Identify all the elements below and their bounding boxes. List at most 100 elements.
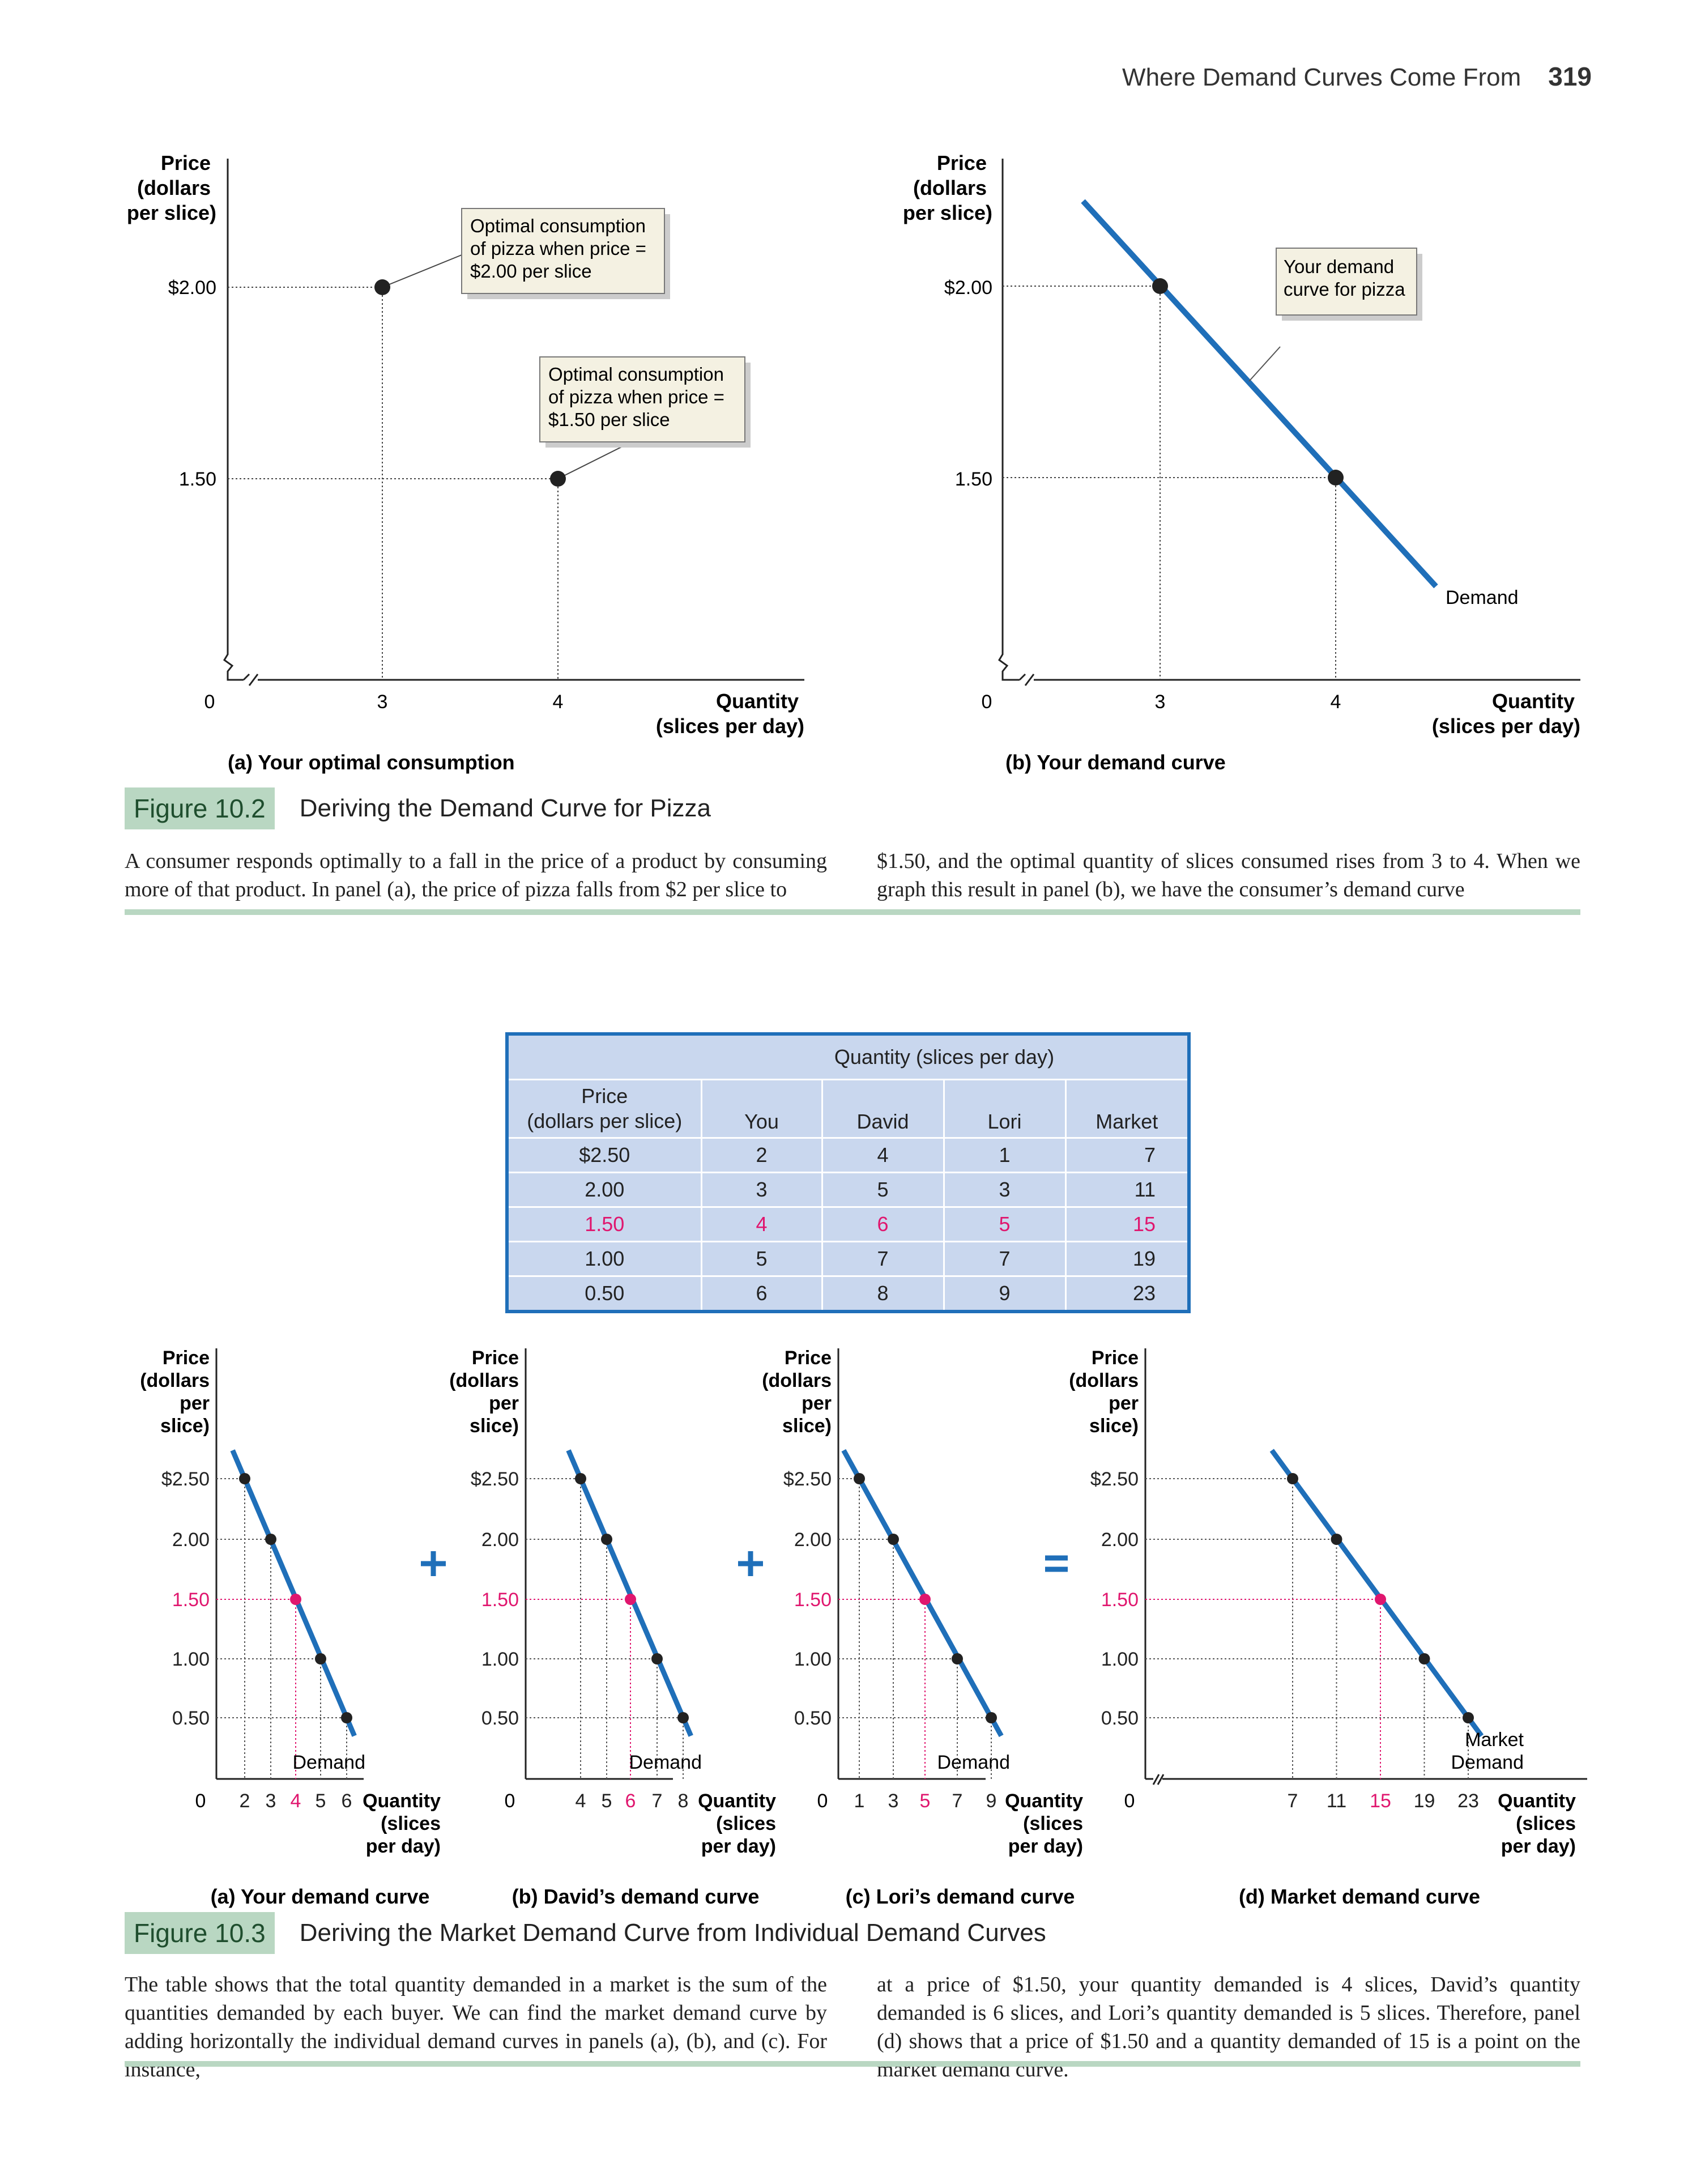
x-tick: 9 [986, 1790, 997, 1812]
data-point [677, 1712, 689, 1723]
table-row: $2.50 2 4 1 7 [507, 1137, 1189, 1173]
x-tick: 4 [576, 1790, 586, 1812]
divider [125, 909, 1580, 915]
x-tick: 0 [982, 691, 992, 713]
data-point [290, 1594, 301, 1605]
x-axis-label: (slices [716, 1813, 776, 1834]
y-axis-label: Price [1092, 1347, 1139, 1369]
y-tick: 1.50 [955, 469, 992, 490]
y-tick: 2.00 [481, 1529, 519, 1551]
x-tick: 3 [888, 1790, 899, 1812]
curve-label: Demand [292, 1752, 365, 1773]
y-axis-label: (dollars [449, 1370, 519, 1391]
figure-title: Deriving the Demand Curve for Pizza [299, 794, 711, 822]
y-tick: $2.00 [944, 277, 992, 299]
x-tick: 11 [1327, 1790, 1346, 1812]
data-point [601, 1534, 612, 1545]
y-axis-label: Price (dollars per slice) [127, 151, 216, 224]
callout-box [461, 208, 665, 294]
panel-caption: (c) Lori’s demand curve [846, 1885, 1075, 1908]
page-number: 319 [1548, 62, 1592, 91]
col-header: David [821, 1079, 944, 1138]
curve-label: Demand [629, 1752, 702, 1773]
x-tick: 4 [1331, 691, 1341, 713]
x-tick: 6 [342, 1790, 352, 1812]
y-tick: 0.50 [794, 1708, 832, 1729]
data-point [315, 1653, 326, 1664]
x-axis-label: Quantity [698, 1790, 776, 1812]
y-axis-label: (dollars [762, 1370, 832, 1391]
col-header: You [700, 1079, 822, 1138]
data-point [239, 1473, 250, 1484]
x-tick: 6 [625, 1790, 636, 1812]
x-tick: 4 [553, 691, 564, 713]
callout-text: Optimal consumption of pizza when price … [548, 364, 730, 430]
y-axis-label: slice) [782, 1415, 832, 1437]
x-axis [998, 646, 1580, 686]
demand-curve [841, 1449, 1004, 1738]
demand-curve [230, 1449, 357, 1737]
data-point [1463, 1712, 1474, 1723]
figure-10-2-text-left: A consumer responds optimally to a fall … [125, 849, 827, 901]
y-tick: 1.50 [179, 469, 216, 490]
y-tick: 1.50 [481, 1589, 519, 1611]
x-tick: 0 [204, 691, 215, 713]
data-point [986, 1712, 997, 1723]
header-title: Where Demand Curves Come From [1122, 63, 1521, 91]
figure-10-2-panel-a: Price (dollars per slice) $2.00 1.50 0 3… [0, 147, 838, 787]
x-axis-label: (slices [1516, 1813, 1576, 1834]
x-tick: 7 [652, 1790, 663, 1812]
demand-curve [1269, 1449, 1484, 1738]
y-axis-label: (dollars [1069, 1370, 1139, 1391]
y-axis-label: Price [785, 1347, 832, 1369]
panel-caption: (d) Market demand curve [1239, 1885, 1480, 1908]
x-tick: 3 [266, 1790, 276, 1812]
running-header: Where Demand Curves Come From 319 [1122, 61, 1592, 92]
figure-title: Deriving the Market Demand Curve from In… [299, 1919, 1046, 1947]
data-point [341, 1712, 352, 1723]
x-tick: 0 [1124, 1790, 1135, 1812]
data-point [1418, 1653, 1430, 1664]
data-point [374, 279, 390, 295]
y-axis-label: per [489, 1393, 519, 1414]
y-tick: 0.50 [481, 1708, 519, 1729]
y-tick: 2.00 [172, 1529, 210, 1551]
y-tick: $2.50 [161, 1468, 210, 1490]
curve-label: Demand [1451, 1752, 1524, 1773]
col-header: Market [1064, 1079, 1189, 1138]
x-tick: 19 [1414, 1790, 1435, 1812]
x-axis-label: Quantity [1005, 1790, 1083, 1812]
x-tick: 0 [505, 1790, 515, 1812]
callout-box [1276, 248, 1417, 316]
demand-curve [1081, 199, 1438, 589]
data-point [265, 1534, 276, 1545]
callout-box [539, 356, 745, 442]
y-tick: $2.50 [471, 1468, 519, 1490]
figure-10-3-caption-row: Figure 10.3 Deriving the Market Demand C… [125, 1912, 1046, 1954]
figure-10-3-text-left: The table shows that the total quantity … [125, 1973, 827, 2081]
x-tick: 3 [1155, 691, 1166, 713]
y-axis-label: slice) [470, 1415, 519, 1437]
y-tick: $2.00 [168, 277, 216, 299]
y-axis-label: Price (dollars per slice) [903, 151, 992, 224]
x-tick: 4 [291, 1790, 301, 1812]
price-col-header: Price (dollars per slice) [507, 1079, 701, 1138]
figure-10-2-text-right: $1.50, and the optimal quantity of slice… [877, 849, 1580, 901]
x-axis-label: Quantity [1498, 1790, 1576, 1812]
x-tick: 2 [240, 1790, 250, 1812]
y-axis-label: per [180, 1393, 210, 1414]
divider [125, 2061, 1580, 2067]
curve-label: Demand [1446, 587, 1519, 608]
y-axis-label: Price [163, 1347, 210, 1369]
x-tick: 0 [817, 1790, 828, 1812]
y-tick: 1.00 [481, 1649, 519, 1670]
x-axis-label: Quantity [363, 1790, 441, 1812]
y-tick: 1.50 [172, 1589, 210, 1611]
x-axis-label: per day) [1501, 1836, 1576, 1857]
data-point [888, 1534, 899, 1545]
data-point [575, 1473, 586, 1484]
